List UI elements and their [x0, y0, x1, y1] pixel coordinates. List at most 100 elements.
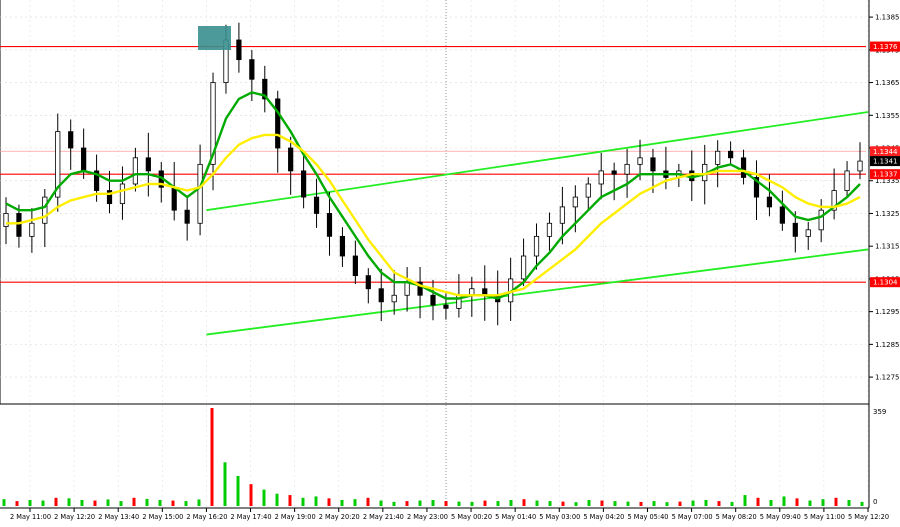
volume-bar-38	[496, 501, 500, 506]
volume-bar-57	[743, 495, 747, 506]
time-label-19: 5 May 12:20	[848, 513, 889, 521]
price-tick-label-3: 1.1355	[875, 112, 900, 120]
volume-bar-50	[652, 501, 656, 506]
candle-28	[365, 268, 371, 304]
candle-body-42	[546, 222, 553, 237]
candle-body-33	[430, 294, 436, 306]
candle-body-46	[598, 170, 604, 185]
candle-65	[844, 161, 850, 198]
candle-body-61	[792, 222, 798, 237]
time-label-7: 2 May 20:20	[319, 513, 360, 521]
candle-57	[740, 149, 747, 185]
volume-bar-11	[145, 498, 149, 506]
volume-bar-63	[821, 499, 825, 506]
volume-bar-22	[288, 495, 292, 506]
time-label-4: 2 May 16:20	[186, 513, 227, 521]
volume-bar-25	[327, 498, 331, 506]
price-tag-bg-1	[870, 156, 900, 167]
candle-body-48	[624, 163, 630, 175]
candle-61	[792, 211, 798, 253]
time-label-15: 5 May 07:00	[672, 513, 713, 521]
candle-body-65	[844, 170, 850, 191]
candle-body-7	[93, 170, 100, 191]
volume-bar-45	[587, 499, 591, 506]
candle-58	[753, 160, 760, 220]
volume-bar-6	[80, 499, 84, 506]
candle-8	[106, 170, 113, 214]
time-label-10: 5 May 00:20	[451, 513, 492, 521]
volume-bar-1	[15, 501, 19, 506]
candle-body-26	[339, 235, 346, 257]
candle-body-64	[831, 190, 837, 211]
candle-body-20	[262, 78, 268, 100]
volume-bar-28	[366, 497, 370, 506]
candle-body-18	[236, 39, 242, 61]
time-label-3: 2 May 15:00	[142, 513, 183, 521]
volume-bar-23	[301, 497, 305, 506]
candle-62	[805, 222, 811, 250]
volume-bar-17	[223, 462, 227, 506]
candle-16	[210, 72, 216, 191]
candle-45	[585, 177, 591, 211]
candle-body-28	[365, 275, 371, 290]
volume-bar-19	[249, 484, 253, 506]
candle-body-63	[818, 209, 824, 231]
level-tag-bg-0	[870, 41, 900, 52]
time-label-5: 2 May 17:40	[231, 513, 272, 521]
time-label-2: 2 May 13:40	[98, 513, 139, 521]
candle-body-60	[779, 206, 785, 224]
volume-bar-16	[210, 408, 214, 506]
candle-15	[197, 144, 203, 236]
volume-bar-5	[67, 498, 71, 506]
candle-42	[546, 212, 553, 251]
volume-bar-3	[41, 500, 45, 506]
time-label-17: 5 May 09:40	[760, 513, 801, 521]
candle-24	[313, 178, 320, 228]
candle-body-25	[326, 213, 333, 237]
price-tag-label-1: 1.1341	[873, 158, 898, 166]
moving-average-1	[6, 133, 861, 297]
candle-body-34	[443, 304, 449, 309]
candle-body-9	[119, 183, 126, 205]
volume-bar-60	[782, 496, 786, 506]
candle-25	[326, 192, 333, 256]
candle-29	[378, 268, 384, 322]
candle-body-4	[55, 131, 61, 198]
volume-bar-14	[184, 501, 188, 506]
candle-41	[533, 223, 540, 270]
volume-bar-36	[470, 501, 474, 506]
time-label-8: 2 May 21:40	[363, 513, 404, 521]
volume-bar-43	[561, 501, 565, 506]
candle-body-31	[404, 281, 410, 296]
moving-averages	[5, 91, 861, 300]
volume-bar-48	[626, 501, 630, 506]
candle-46	[598, 152, 604, 200]
candle-body-40	[520, 255, 527, 280]
candle-body-44	[572, 196, 578, 208]
grid	[0, 0, 869, 508]
candle-body-10	[132, 157, 138, 185]
volume-bar-59	[769, 499, 773, 506]
candle-50	[650, 148, 656, 194]
candle-10	[132, 147, 138, 192]
candle-21	[275, 90, 281, 173]
volume-bar-58	[756, 497, 760, 506]
volume-bar-0	[2, 499, 6, 506]
candle-26	[339, 227, 346, 267]
volume-bar-20	[262, 489, 266, 506]
level-tag-label-1: 1.1337	[873, 171, 898, 179]
candle-body-66	[857, 160, 863, 172]
candle-body-23	[301, 170, 307, 198]
candle-1	[16, 204, 22, 248]
candle-20	[262, 65, 268, 113]
time-label-14: 5 May 05:40	[627, 513, 668, 521]
volume-bar-66	[860, 501, 864, 506]
candle-9	[119, 166, 126, 220]
moving-average-0	[5, 91, 861, 300]
candle-0	[3, 197, 9, 245]
price-tick-label-10: 1.1285	[875, 341, 900, 349]
volume-bar-54	[704, 499, 708, 506]
candle-body-2	[29, 222, 35, 237]
volume-max-label: 359	[873, 408, 886, 416]
